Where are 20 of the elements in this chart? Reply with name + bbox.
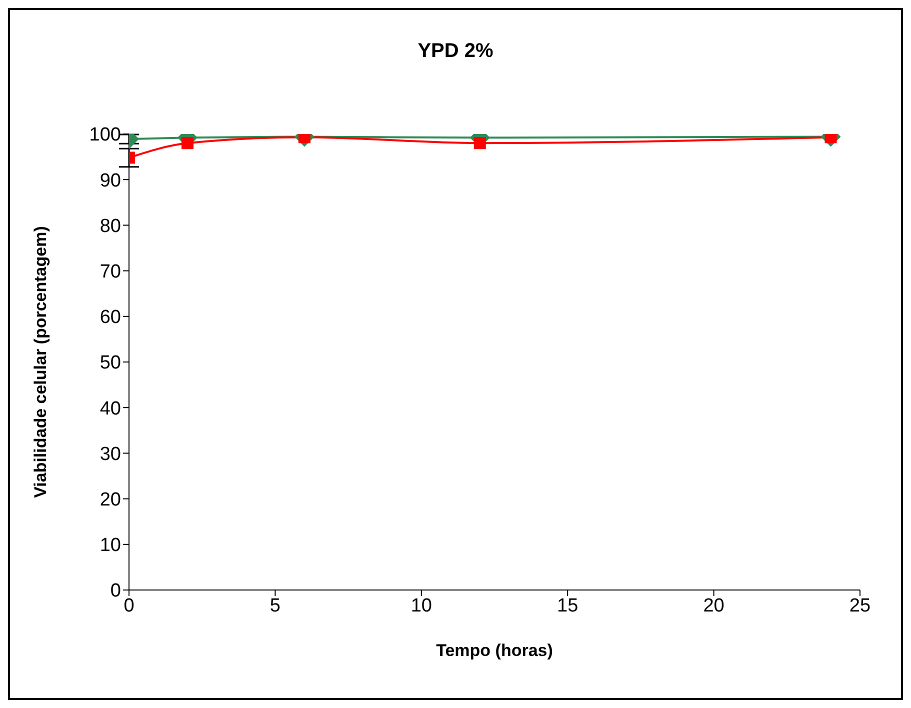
x-tick-label: 20 — [703, 595, 724, 616]
y-tick-label: 80 — [100, 216, 121, 237]
x-tick-label: 15 — [557, 595, 578, 616]
y-tick-label: 20 — [100, 490, 121, 511]
y-tick-label: 90 — [100, 170, 121, 192]
x-tick-label: 5 — [270, 595, 280, 616]
y-tick-label: 0 — [110, 580, 121, 602]
y-tick-label: 100 — [89, 124, 121, 146]
x-axis-title: Tempo (horas) — [436, 641, 553, 660]
chart-title: YPD 2% — [416, 40, 494, 63]
y-tick-label: 70 — [100, 262, 121, 283]
y-tick-label: 10 — [100, 535, 121, 556]
x-tick-label: 25 — [849, 595, 871, 616]
y-tick-label: 30 — [100, 444, 121, 465]
y-axis-title: Viabilidade celular (porcentagem) — [31, 226, 50, 498]
y-tick-label: 40 — [100, 398, 121, 420]
x-tick-label: 10 — [410, 595, 432, 616]
x-tick-label: 0 — [124, 595, 134, 616]
y-tick-label: 60 — [100, 307, 121, 328]
y-tick-label: 50 — [100, 352, 121, 374]
